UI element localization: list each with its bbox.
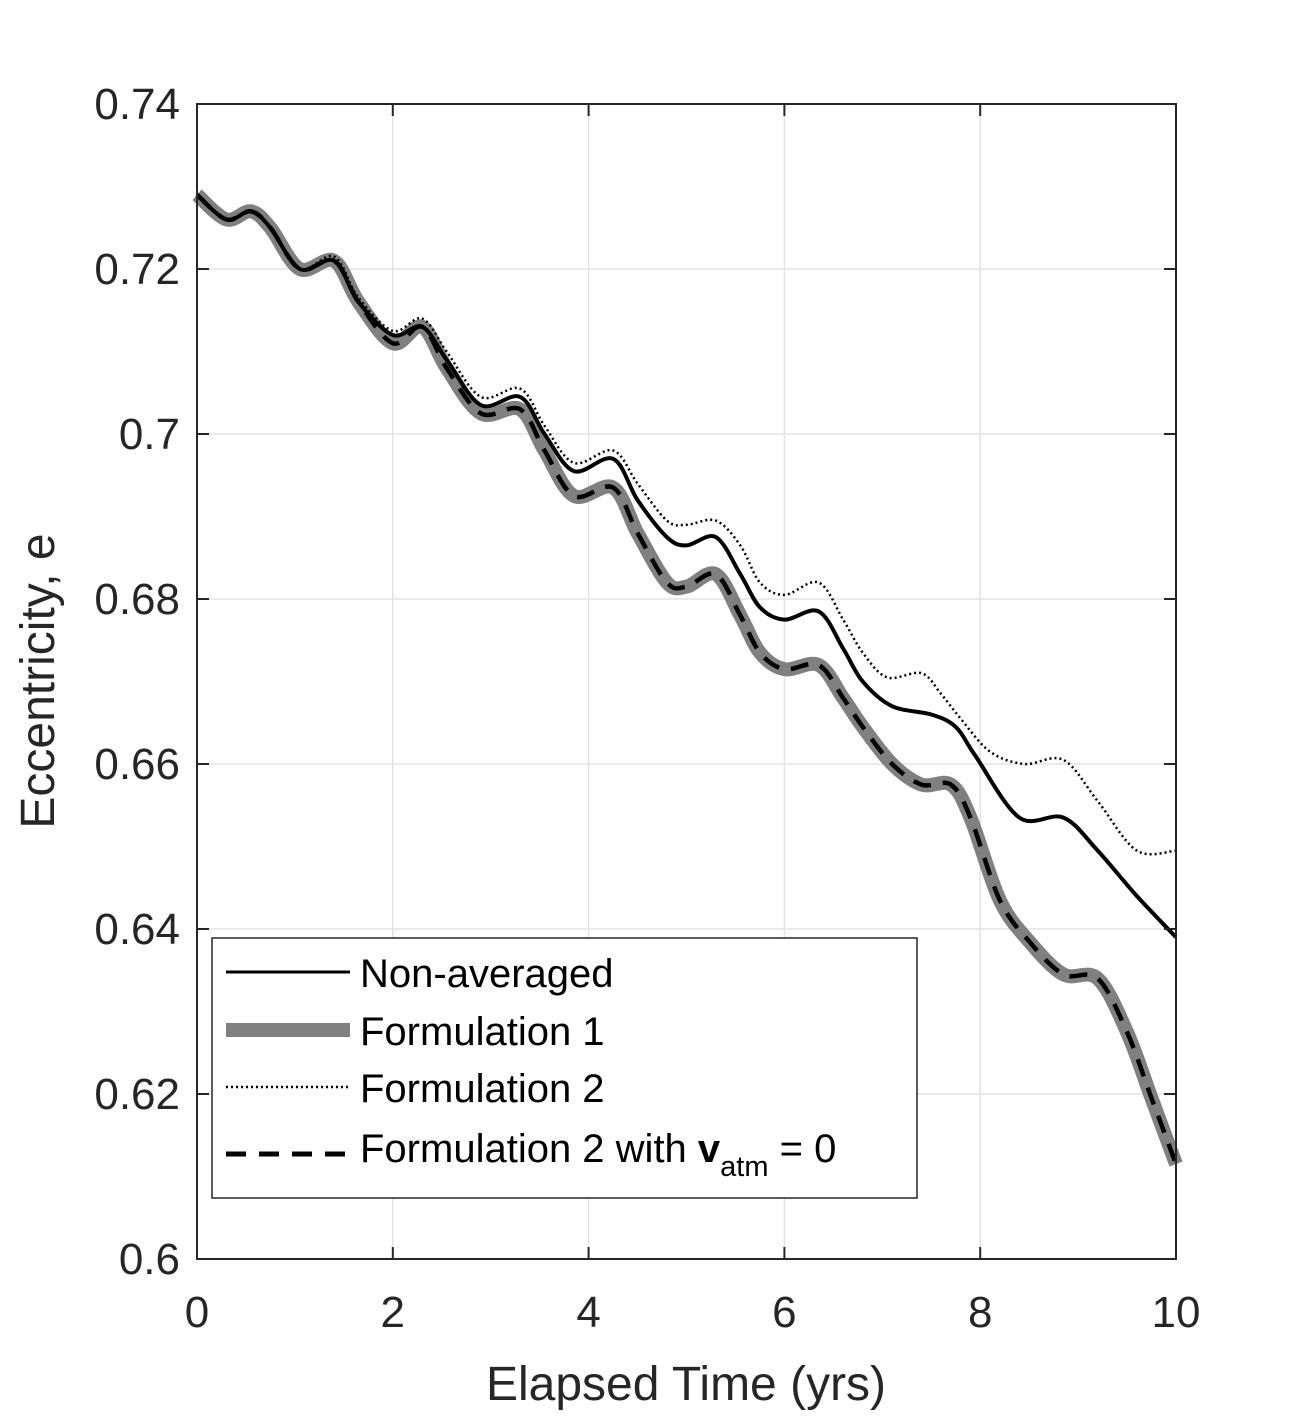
x-tick-label: 4: [576, 1288, 600, 1337]
axis-ticks: [196, 103, 1177, 1260]
y-tick-label: 0.64: [94, 905, 180, 954]
x-tick-label: 2: [381, 1288, 405, 1337]
legend-label-formulation-2-vatm0: Formulation 2 with vatm = 0: [360, 1127, 836, 1183]
legend-label-suffix: = 0: [769, 1127, 837, 1171]
legend-label-subscript: atm: [720, 1151, 768, 1183]
series-line-non-averaged: [195, 193, 1178, 939]
plot-frame: [196, 103, 1177, 1260]
legend-label-formulation-2: Formulation 2: [360, 1067, 605, 1111]
y-tick-label: 0.66: [94, 740, 180, 789]
x-tick-labels: 0 2 4 6 8 10: [185, 1288, 1201, 1337]
legend-label-formulation-1: Formulation 1: [360, 1010, 605, 1054]
x-tick-label: 0: [185, 1288, 209, 1337]
y-tick-label: 0.74: [94, 80, 180, 129]
y-axis-label: Eccentricity, e: [12, 533, 65, 828]
legend-label-text: Formulation 2 with: [360, 1127, 698, 1171]
x-tick-label: 6: [772, 1288, 796, 1337]
x-tick-label: 8: [968, 1288, 992, 1337]
x-tick-label: 10: [1152, 1288, 1201, 1337]
series-line-formulation-2: [196, 193, 1177, 856]
y-tick-label: 0.62: [94, 1070, 180, 1119]
y-tick-label: 0.68: [94, 575, 180, 624]
y-tick-label: 0.6: [119, 1235, 180, 1284]
y-tick-label: 0.72: [94, 245, 180, 294]
x-axis-label: Elapsed Time (yrs): [486, 1358, 886, 1411]
y-tick-label: 0.7: [119, 410, 180, 459]
y-tick-labels: 0.6 0.62 0.64 0.66 0.68 0.7 0.72 0.74: [94, 80, 180, 1284]
series-line-formulation-2-vatm0: [195, 193, 1179, 1165]
legend-label-bold-symbol: v: [698, 1127, 721, 1171]
legend: Non-averaged Formulation 1 Formulation 2…: [211, 937, 918, 1199]
series-lines: [192, 189, 1183, 1167]
legend-label-non-averaged: Non-averaged: [360, 952, 614, 996]
